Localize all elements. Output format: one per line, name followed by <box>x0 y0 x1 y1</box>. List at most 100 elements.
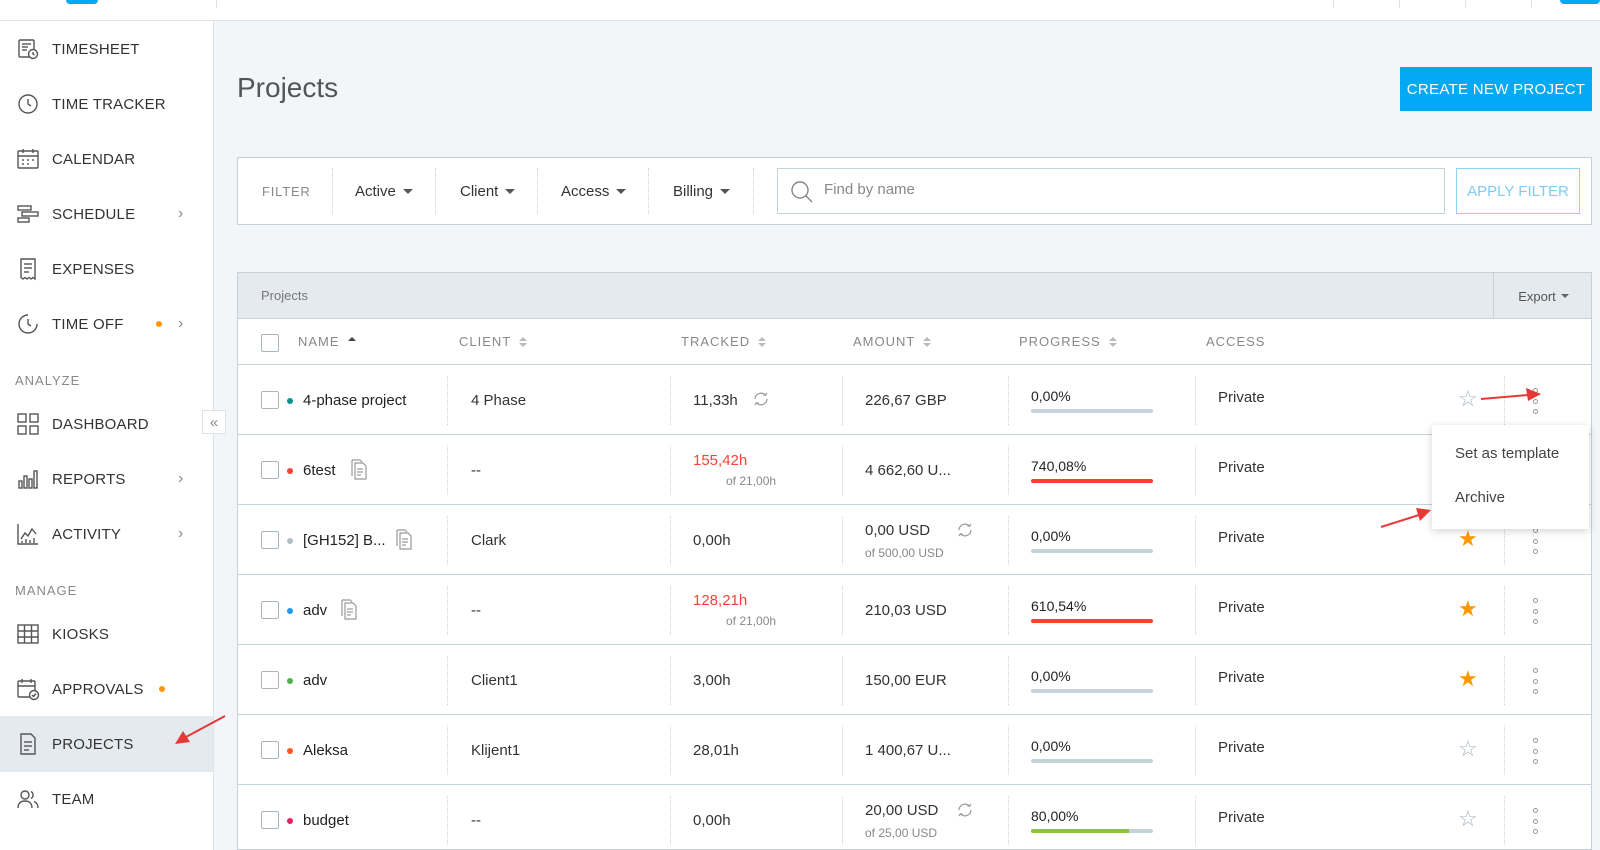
apply-filter-button[interactable]: APPLY FILTER <box>1456 168 1580 214</box>
divider <box>1504 796 1505 845</box>
sidebar-item-timesheet[interactable]: TIMESHEET <box>0 21 213 77</box>
select-all-checkbox[interactable] <box>261 334 279 352</box>
star-filled-icon[interactable]: ★ <box>1458 666 1478 691</box>
table-row[interactable]: Aleksa Klijent1 28,01h 1 400,67 U... 0,00% Pr… <box>238 716 1591 785</box>
more-options-icon[interactable] <box>1531 598 1539 624</box>
table-row[interactable]: [GH152] B... Clark 0,00h 0,00 USD of 500,00 … <box>238 506 1591 575</box>
menu-item-archive[interactable]: Archive <box>1455 489 1506 506</box>
more-options-icon[interactable] <box>1531 738 1539 764</box>
sidebar-item-schedule[interactable]: SCHEDULE › <box>0 186 213 242</box>
sidebar-item-approvals[interactable]: APPROVALS <box>0 661 213 717</box>
menu-item-set-as-template[interactable]: Set as template <box>1455 445 1560 462</box>
divider <box>842 726 843 775</box>
project-color-dot <box>287 678 293 684</box>
table-row[interactable]: adv Client1 3,00h 150,00 EUR 0,00% Private ★ <box>238 646 1591 715</box>
project-name[interactable]: Aleksa <box>303 742 349 759</box>
filter-active-dropdown[interactable]: Active <box>355 158 413 224</box>
sidebar-item-label: KIOSKS <box>52 625 110 643</box>
project-color-dot <box>287 748 293 754</box>
sidebar-item-label: ACTIVITY <box>52 525 122 543</box>
search-input[interactable] <box>824 181 1424 198</box>
tracked-time: 0,00h <box>693 812 731 829</box>
profile-button[interactable] <box>1560 0 1600 4</box>
project-name[interactable]: 4-phase project <box>303 392 407 409</box>
table-row[interactable]: 6test -- 155,42h of 21,00h 4 662,60 U... 740,… <box>238 436 1591 505</box>
row-checkbox[interactable] <box>261 671 279 689</box>
progress-bar <box>1031 409 1153 413</box>
sidebar-item-label: TIMESHEET <box>52 40 140 58</box>
divider <box>670 586 671 635</box>
more-options-icon[interactable] <box>1531 808 1539 834</box>
sidebar-item-kiosks[interactable]: KIOSKS <box>0 606 213 662</box>
table-row[interactable]: budget -- 0,00h 20,00 USD of 25,00 USD 80,00%… <box>238 786 1591 849</box>
row-checkbox[interactable] <box>261 391 279 409</box>
project-name[interactable]: 6test <box>303 462 336 479</box>
access-level: Private <box>1218 599 1265 616</box>
row-checkbox[interactable] <box>261 461 279 479</box>
column-header-name[interactable]: NAME <box>298 334 356 349</box>
project-name[interactable]: adv <box>303 602 328 619</box>
project-name[interactable]: [GH152] B... <box>303 532 386 549</box>
sidebar-item-dashboard[interactable]: DASHBOARD <box>0 396 213 452</box>
sidebar-item-projects[interactable]: PROJECTS <box>0 716 213 772</box>
divider <box>842 586 843 635</box>
sidebar-item-activity[interactable]: ACTIVITY › <box>0 506 213 562</box>
export-dropdown[interactable]: Export <box>1493 273 1591 319</box>
progress-bar-fill <box>1031 479 1153 483</box>
row-checkbox[interactable] <box>261 741 279 759</box>
sidebar-item-time-off[interactable]: TIME OFF › <box>0 296 213 352</box>
filter-billing-dropdown[interactable]: Billing <box>673 158 731 224</box>
star-filled-icon[interactable]: ★ <box>1458 596 1478 621</box>
amount: 4 662,60 U... <box>865 462 951 479</box>
column-label: TRACKED <box>681 334 751 349</box>
divider <box>447 516 448 565</box>
sidebar-item-expenses[interactable]: EXPENSES <box>0 241 213 297</box>
client-name: Clark <box>471 532 507 549</box>
sidebar-item-time-tracker[interactable]: TIME TRACKER <box>0 76 213 132</box>
sort-icon <box>923 336 932 347</box>
column-header-tracked[interactable]: TRACKED <box>681 334 767 349</box>
column-label: NAME <box>298 334 340 349</box>
logo[interactable] <box>66 0 98 4</box>
column-header-client[interactable]: CLIENT <box>459 334 528 349</box>
project-name[interactable]: adv <box>303 672 328 689</box>
amount: 20,00 USD <box>865 802 939 819</box>
top-bar <box>0 0 1600 21</box>
more-options-icon[interactable] <box>1531 528 1539 554</box>
tracked-time: 11,33h <box>693 392 738 409</box>
tracked-time: 3,00h <box>693 672 731 689</box>
star-outline-icon[interactable]: ☆ <box>1458 736 1478 761</box>
divider <box>332 168 333 214</box>
sidebar-item-label: CALENDAR <box>52 150 136 168</box>
sidebar-item-calendar[interactable]: CALENDAR <box>0 131 213 187</box>
progress-value: 80,00% <box>1031 808 1079 824</box>
table-row[interactable]: adv -- 128,21h of 21,00h 210,03 USD 610,54% Pr… <box>238 576 1591 645</box>
sidebar-item-team[interactable]: TEAM <box>0 771 213 827</box>
column-header-progress[interactable]: PROGRESS <box>1019 334 1117 349</box>
table-row[interactable]: 4-phase project 4 Phase 11,33h 226,67 GBP 0,… <box>238 366 1591 435</box>
table-title: Projects <box>261 288 308 303</box>
collapse-sidebar-button[interactable]: « <box>202 410 226 434</box>
project-name[interactable]: budget <box>303 812 349 829</box>
column-header-row: NAME CLIENT TRACKED AMOUNT PROGRESS ACCE… <box>238 319 1591 365</box>
star-filled-icon[interactable]: ★ <box>1458 526 1478 551</box>
top-bar-divider <box>1465 0 1466 8</box>
progress-bar <box>1031 829 1153 833</box>
filter-client-dropdown[interactable]: Client <box>460 158 516 224</box>
filter-access-dropdown[interactable]: Access <box>561 158 627 224</box>
row-checkbox[interactable] <box>261 531 279 549</box>
create-new-project-button[interactable]: CREATE NEW PROJECT <box>1400 67 1592 111</box>
more-options-icon[interactable] <box>1531 388 1539 414</box>
row-checkbox[interactable] <box>261 601 279 619</box>
client-name: -- <box>471 462 481 479</box>
section-label-manage: MANAGE <box>15 583 78 598</box>
star-outline-icon[interactable]: ☆ <box>1458 386 1478 411</box>
search-box[interactable] <box>777 168 1445 214</box>
project-color-dot <box>287 398 293 404</box>
tracked-time: 155,42h <box>693 452 748 469</box>
more-options-icon[interactable] <box>1531 668 1539 694</box>
star-outline-icon[interactable]: ☆ <box>1458 806 1478 831</box>
row-checkbox[interactable] <box>261 811 279 829</box>
sidebar-item-reports[interactable]: REPORTS › <box>0 451 213 507</box>
column-header-amount[interactable]: AMOUNT <box>853 334 932 349</box>
